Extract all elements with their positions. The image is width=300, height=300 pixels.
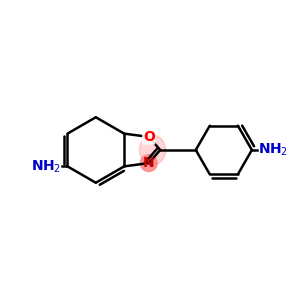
Text: O: O [143, 130, 155, 144]
Ellipse shape [140, 135, 166, 165]
Text: NH$_2$: NH$_2$ [258, 142, 289, 158]
Circle shape [140, 155, 157, 172]
Text: N: N [143, 156, 154, 170]
Text: NH$_2$: NH$_2$ [31, 158, 61, 175]
